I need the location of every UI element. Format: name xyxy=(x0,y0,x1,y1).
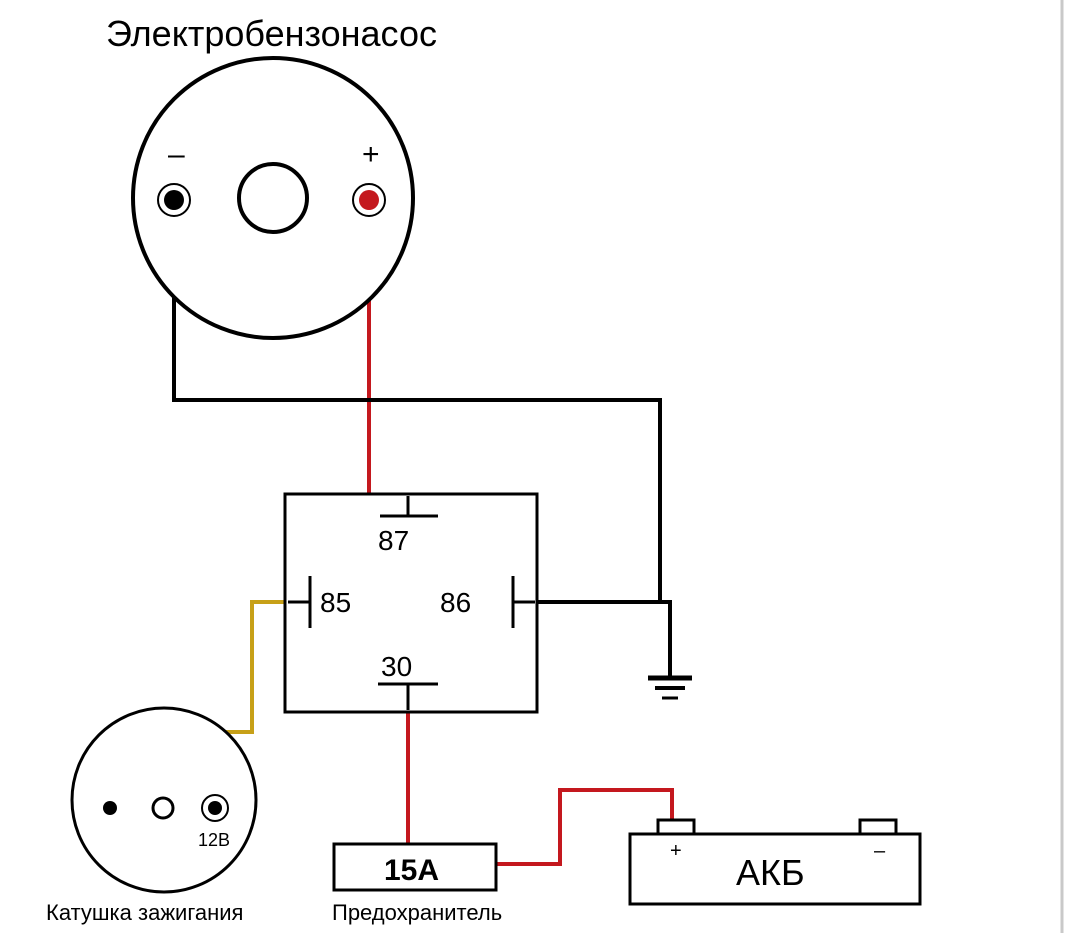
ignition-coil-12v-label: 12B xyxy=(198,830,230,850)
wire-black-86-to-ground xyxy=(535,602,670,634)
battery-plus-label: + xyxy=(670,840,682,862)
ignition-coil-term-center-ring xyxy=(153,798,173,818)
battery-post-plus xyxy=(658,820,694,834)
fuel-pump-pos-terminal xyxy=(359,190,379,210)
relay-pin86-label: 86 xyxy=(440,587,471,618)
fuel-pump-neg-terminal xyxy=(164,190,184,210)
relay-pin85-label: 85 xyxy=(320,587,351,618)
fuel-pump-neg-label: – xyxy=(168,138,185,171)
fuel-pump-title: Электробензонасос xyxy=(106,13,437,54)
ignition-coil-term-right-inner xyxy=(208,801,222,815)
ignition-coil-label: Катушка зажигания xyxy=(46,900,243,925)
relay-pin87-label: 87 xyxy=(378,525,409,556)
fuse-label: Предохранитель xyxy=(332,900,502,925)
fuse-value: 15A xyxy=(384,854,439,887)
battery-minus-label: – xyxy=(874,840,886,862)
battery-post-minus xyxy=(860,820,896,834)
fuel-pump-pos-label: + xyxy=(362,138,380,171)
relay-pin30-label: 30 xyxy=(381,651,412,682)
wiring-diagram: Электробензонасос – + 87 85 86 30 12B Ка… xyxy=(0,0,1080,933)
ignition-coil-term-left xyxy=(103,801,117,815)
battery-label: АКБ xyxy=(736,852,805,893)
